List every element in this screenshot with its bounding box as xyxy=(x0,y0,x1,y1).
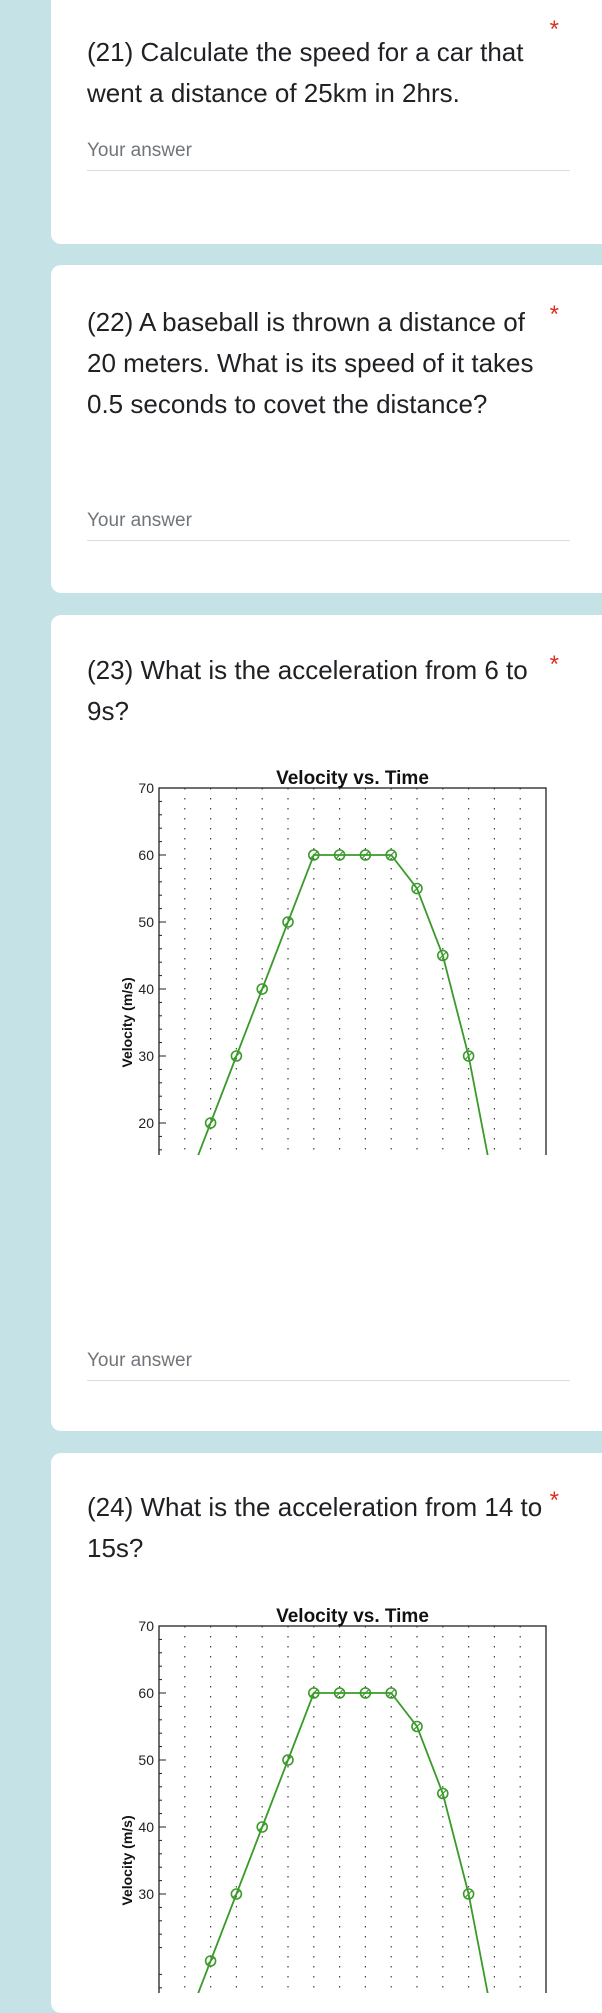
data-point-mark xyxy=(361,851,370,859)
y-tick-label: 30 xyxy=(138,1048,154,1064)
data-point xyxy=(333,849,346,861)
velocity-time-chart: 30 40 50 60 70 Velocity vs. Time Velocity (m/s… xyxy=(119,1606,547,2013)
data-point xyxy=(256,1821,268,1833)
question-card-22: (22) A baseball is thrown a distance of … xyxy=(51,265,602,593)
data-point-mark xyxy=(206,1957,215,1965)
data-point xyxy=(436,1787,449,1800)
required-asterisk: * xyxy=(549,1487,559,1514)
series-line xyxy=(158,854,547,1258)
data-point-mark xyxy=(335,851,344,859)
velocity-time-chart: 010203040506070051015Velocity vs. TimeTi… xyxy=(119,768,554,1295)
data-point xyxy=(359,849,372,861)
data-point xyxy=(282,1754,294,1766)
chart-image: 30 40 50 60 70 Velocity vs. Time Velocity (m/s… xyxy=(102,1603,562,2013)
data-point xyxy=(359,1687,372,1699)
data-point-mark xyxy=(464,1052,473,1060)
data-point-mark xyxy=(232,1052,241,1060)
data-point-mark xyxy=(258,985,267,993)
data-point-mark xyxy=(387,1689,396,1697)
y-tick-label: 60 xyxy=(138,1685,154,1701)
data-point xyxy=(333,1687,346,1699)
required-asterisk: * xyxy=(549,301,559,328)
question-title: (23) What is the acceleration from 6 to … xyxy=(87,655,528,726)
data-point-mark xyxy=(335,1689,344,1697)
data-point xyxy=(204,1117,217,1129)
chart-image: 010203040506070051015Velocity vs. TimeTi… xyxy=(102,765,562,1295)
data-point-mark xyxy=(464,1890,473,1898)
data-point xyxy=(411,1720,423,1733)
data-point xyxy=(230,1888,243,1900)
data-point-mark xyxy=(284,1756,292,1764)
y-tick-label: 50 xyxy=(138,1752,154,1768)
data-point xyxy=(308,1687,320,1699)
data-point-mark xyxy=(309,1689,318,1697)
chart-title: Velocity vs. Time xyxy=(276,1606,429,1627)
plot-frame xyxy=(158,787,547,1258)
data-point-mark xyxy=(387,851,396,859)
data-point xyxy=(462,1888,475,1900)
y-tick-label: 40 xyxy=(138,981,154,997)
data-point-mark xyxy=(438,1789,447,1798)
data-point xyxy=(204,1955,217,1967)
data-point-mark xyxy=(309,851,318,859)
y-tick-label: 60 xyxy=(138,847,154,863)
required-asterisk: * xyxy=(549,651,559,678)
data-point xyxy=(308,849,320,861)
y-tick-label: 70 xyxy=(138,1618,154,1634)
data-point-mark xyxy=(206,1119,215,1127)
data-point xyxy=(256,983,268,995)
question-title: (22) A baseball is thrown a distance of … xyxy=(87,307,534,419)
data-point-mark xyxy=(438,951,447,960)
question-card-21: (21) Calculate the speed for a car that … xyxy=(51,0,602,244)
y-axis-label: Velocity (m/s) xyxy=(119,1815,135,1905)
question-card-23: (23) What is the acceleration from 6 to … xyxy=(51,615,602,1431)
y-axis-label: Velocity (m/s) xyxy=(119,977,135,1067)
data-point-mark xyxy=(284,918,292,926)
data-point-mark xyxy=(413,1722,421,1731)
answer-input[interactable]: Your answer xyxy=(87,1350,570,1381)
plot-frame xyxy=(158,1625,547,2013)
y-tick-label: 20 xyxy=(138,1115,154,1131)
y-tick-label: 50 xyxy=(138,914,154,930)
data-point xyxy=(385,1687,398,1699)
question-title: (21) Calculate the speed for a car that … xyxy=(87,37,524,108)
data-point-mark xyxy=(361,1689,370,1697)
data-point xyxy=(230,1050,243,1062)
y-tick-label: 70 xyxy=(138,780,154,796)
series-line xyxy=(189,1692,493,2013)
data-point xyxy=(436,949,449,962)
question-title: (24) What is the acceleration from 14 to… xyxy=(87,1492,543,1563)
answer-input[interactable]: Your answer xyxy=(87,140,570,171)
data-point xyxy=(411,882,423,895)
answer-input[interactable]: Your answer xyxy=(87,510,570,541)
data-point xyxy=(282,916,294,928)
chart-title: Velocity vs. Time xyxy=(276,768,429,789)
data-point xyxy=(385,849,398,861)
data-point-mark xyxy=(413,884,421,893)
y-tick-label: 40 xyxy=(138,1819,154,1835)
y-tick-label: 30 xyxy=(138,1886,154,1902)
data-point-mark xyxy=(258,1823,267,1831)
question-card-24: (24) What is the acceleration from 14 to… xyxy=(51,1453,602,2013)
data-point-mark xyxy=(232,1890,241,1898)
data-point xyxy=(462,1050,475,1062)
required-asterisk: * xyxy=(549,16,559,43)
